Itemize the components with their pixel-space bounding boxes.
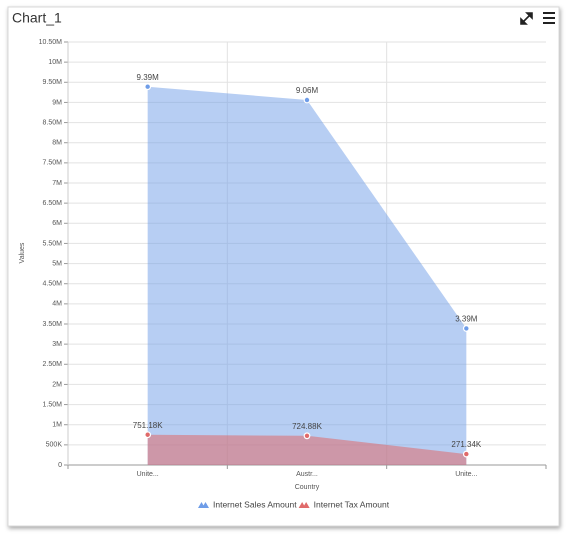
marker <box>303 96 311 104</box>
y-tick-label: 9.50M <box>43 79 63 86</box>
marker <box>462 325 470 332</box>
x-tick-label: Unite... <box>455 471 477 478</box>
y-tick-label: 7M <box>52 180 62 187</box>
legend-icon <box>302 502 310 508</box>
data-label: 9.39M <box>137 73 160 82</box>
y-tick-label: 7.50M <box>43 160 63 167</box>
menu-icon[interactable] <box>543 12 555 24</box>
x-tick-label: Unite... <box>137 471 159 478</box>
y-tick-label: 8M <box>52 140 62 147</box>
y-tick-label: 8.50M <box>43 119 63 126</box>
area <box>147 86 467 466</box>
y-tick-label: 6.50M <box>43 200 63 207</box>
y-tick-label: 10.50M <box>39 39 63 46</box>
y-tick-label: 3M <box>52 341 62 348</box>
data-label: 9.06M <box>296 86 319 95</box>
x-axis-title: Country <box>295 484 320 491</box>
legend-item[interactable]: Internet Tax Amount <box>298 499 390 509</box>
data-label: 3.39M <box>455 315 478 324</box>
y-tick-label: 2.50M <box>43 361 63 368</box>
legend-label: Internet Sales Amount <box>213 499 297 509</box>
y-tick-label: 2M <box>52 381 62 388</box>
y-tick-label: 5.50M <box>43 240 63 247</box>
y-axis-title: Values <box>19 242 26 263</box>
marker <box>144 431 152 439</box>
y-tick-label: 9M <box>52 99 62 106</box>
y-tick-label: 0 <box>58 462 62 469</box>
y-tick-label: 4.50M <box>43 281 63 288</box>
y-tick-label: 3.50M <box>43 321 63 328</box>
marker <box>303 432 311 440</box>
x-tick-label: Austr... <box>296 471 318 478</box>
y-tick-label: 5M <box>52 260 62 267</box>
legend-icon <box>202 502 209 508</box>
chart-title: Chart_1 <box>12 10 62 26</box>
y-tick-label: 6M <box>52 220 62 227</box>
y-tick-label: 500K <box>46 442 63 449</box>
y-tick-label: 1M <box>52 422 62 429</box>
marker <box>462 450 470 458</box>
data-label: 724.88K <box>292 422 322 431</box>
data-label: 751.18K <box>133 421 163 430</box>
legend-label: Internet Tax Amount <box>314 499 390 509</box>
data-label: 271.34K <box>451 440 481 449</box>
legend-item[interactable]: Internet Sales Amount <box>198 499 297 509</box>
y-tick-label: 4M <box>52 301 62 308</box>
y-tick-label: 1.50M <box>43 401 63 408</box>
area <box>147 434 467 465</box>
expand-icon[interactable] <box>520 12 533 25</box>
y-tick-label: 10M <box>48 59 62 66</box>
marker <box>144 83 152 91</box>
